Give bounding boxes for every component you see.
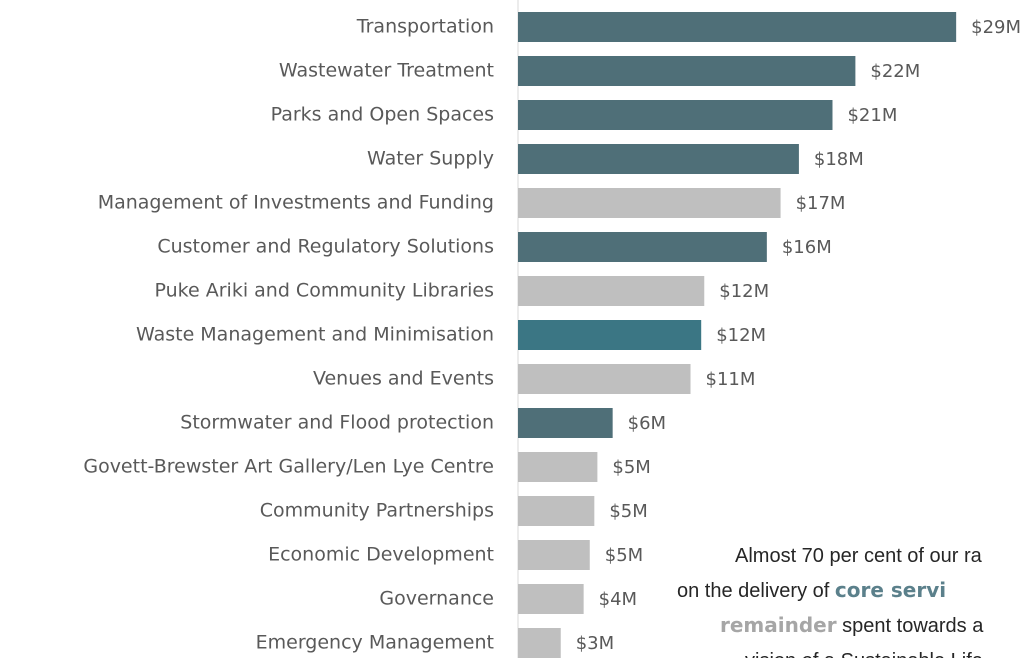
- annotation-text: spent towards a: [837, 615, 985, 637]
- value-label: $5M: [609, 501, 647, 522]
- bar: [518, 232, 767, 262]
- value-label: $12M: [716, 325, 766, 346]
- value-label: $17M: [796, 193, 846, 214]
- category-label: Wastewater Treatment: [279, 60, 494, 82]
- category-label: Stormwater and Flood protection: [180, 412, 494, 434]
- bar: [518, 452, 598, 482]
- category-label: Management of Investments and Funding: [98, 192, 494, 214]
- bar: [518, 540, 590, 570]
- value-label: $12M: [719, 281, 769, 302]
- annotation-text: Almost 70 per cent of our ra: [735, 545, 983, 567]
- value-label: $11M: [706, 369, 756, 390]
- category-label: Transportation: [356, 16, 494, 38]
- bar: [518, 56, 856, 86]
- bar: [518, 584, 584, 614]
- category-label: Puke Ariki and Community Libraries: [155, 280, 494, 302]
- annotation-text: remainder: [720, 613, 837, 637]
- value-label: $16M: [782, 237, 832, 258]
- annotation-text: core servi: [835, 578, 946, 602]
- category-label: Waste Management and Minimisation: [136, 324, 494, 346]
- annotation-text: vision of a Sustainable Life: [745, 650, 983, 658]
- value-label: $21M: [847, 105, 897, 126]
- bar: [518, 408, 613, 438]
- category-label: Governance: [379, 588, 494, 610]
- annotation-line: on the delivery of core servi: [677, 578, 946, 602]
- bar: [518, 496, 595, 526]
- bar: [518, 364, 691, 394]
- bar: [518, 12, 957, 42]
- category-label: Venues and Events: [313, 368, 494, 390]
- annotation-line: vision of a Sustainable Life: [745, 650, 983, 658]
- category-label: Emergency Management: [256, 632, 494, 654]
- value-label: $6M: [628, 413, 666, 434]
- bar: [518, 144, 799, 174]
- category-label: Economic Development: [268, 544, 494, 566]
- annotation-line: Almost 70 per cent of our ra: [735, 545, 983, 567]
- category-label: Water Supply: [367, 148, 494, 170]
- value-label: $22M: [870, 61, 920, 82]
- annotation-line: remainder spent towards a: [720, 613, 984, 637]
- bar: [518, 320, 702, 350]
- category-label: Parks and Open Spaces: [271, 104, 494, 126]
- value-label: $5M: [612, 457, 650, 478]
- value-label: $18M: [814, 149, 864, 170]
- annotation-text: on the delivery of: [677, 580, 835, 602]
- bar: [518, 188, 781, 218]
- value-label: $29M: [971, 17, 1021, 38]
- bar: [518, 628, 561, 658]
- category-label: Customer and Regulatory Solutions: [157, 236, 494, 258]
- value-label: $3M: [576, 633, 614, 654]
- category-label: Community Partnerships: [260, 500, 494, 522]
- value-label: $5M: [605, 545, 643, 566]
- category-label: Govett-Brewster Art Gallery/Len Lye Cent…: [83, 456, 494, 478]
- bar: [518, 100, 833, 130]
- value-label: $4M: [599, 589, 637, 610]
- bar: [518, 276, 705, 306]
